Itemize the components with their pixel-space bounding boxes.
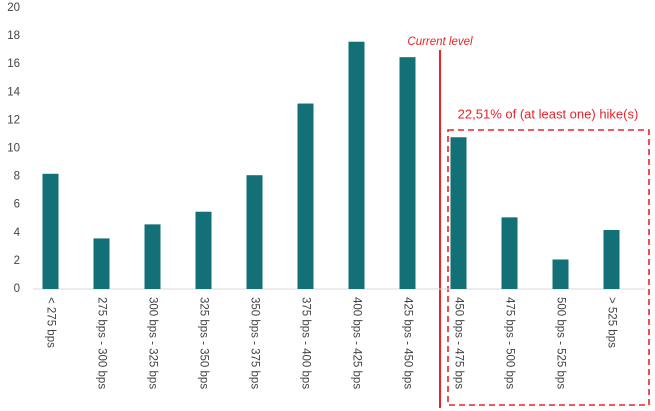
bar: [348, 41, 365, 289]
x-tick-label: 425 bps - 450 bps: [401, 297, 413, 389]
hike-box: [447, 129, 650, 406]
current-level-label: Current level: [407, 36, 473, 48]
y-tick-label: 6: [14, 199, 20, 211]
bar: [399, 57, 416, 289]
y-tick-label: 16: [7, 58, 20, 70]
x-tick-label: 400 bps - 425 bps: [350, 297, 362, 389]
x-tick-label: 450 bps - 475 bps: [452, 297, 464, 389]
x-tick-label: 275 bps - 300 bps: [95, 297, 107, 389]
bar: [42, 173, 59, 289]
x-tick-label: 300 bps - 325 bps: [146, 297, 158, 389]
bar: [450, 137, 467, 289]
y-tick-label: 4: [14, 227, 21, 239]
y-tick-label: 8: [14, 171, 20, 183]
x-tick-label: 500 bps - 525 bps: [554, 297, 566, 389]
y-tick-label: 18: [7, 30, 20, 42]
y-tick-label: 12: [7, 114, 20, 126]
x-tick-label: 475 bps - 500 bps: [503, 297, 515, 389]
bar: [501, 217, 518, 289]
y-tick-label: 0: [14, 283, 20, 295]
x-tick-label: < 275 bps: [44, 297, 56, 348]
x-tick-label: 325 bps - 350 bps: [197, 297, 209, 389]
y-tick-label: 14: [7, 86, 20, 98]
y-tick-label: 20: [7, 2, 20, 14]
bar: [195, 211, 212, 289]
x-tick-label: 350 bps - 375 bps: [248, 297, 260, 389]
x-tick-label: > 525 bps: [605, 297, 617, 348]
y-tick-label: 2: [14, 255, 20, 267]
bar: [552, 259, 569, 289]
bar: [603, 229, 620, 289]
hike-annotation: 22,51% of (at least one) hike(s): [458, 106, 639, 121]
bar: [297, 103, 314, 289]
bar: [246, 175, 263, 289]
y-tick-label: 10: [7, 143, 20, 155]
bar: [93, 238, 110, 289]
bar: [144, 224, 161, 289]
x-tick-label: 375 bps - 400 bps: [299, 297, 311, 389]
